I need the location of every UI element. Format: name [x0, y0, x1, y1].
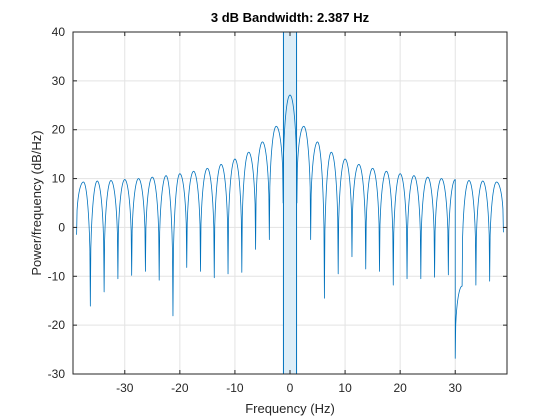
chart-title: 3 dB Bandwidth: 2.387 Hz [211, 10, 370, 25]
y-tick-label: 10 [52, 172, 66, 186]
x-tick-label: -30 [116, 381, 134, 395]
x-tick-label: 0 [287, 381, 294, 395]
y-tick-label: 0 [58, 220, 65, 234]
y-tick-label: -20 [48, 318, 66, 332]
bandwidth-region [282, 32, 298, 374]
series [76, 94, 504, 359]
x-tick-label: 20 [393, 381, 407, 395]
x-tick-label: -10 [226, 381, 244, 395]
spectrum-line [76, 94, 504, 359]
axis-ticks: -30 -20 -10 0 10 20 30 -30 -20 -10 0 10 20 30 40 [48, 25, 507, 395]
y-tick-label: -30 [48, 367, 66, 381]
bandwidth-shade [283, 32, 297, 374]
y-tick-label: 30 [52, 74, 66, 88]
x-tick-label: 10 [338, 381, 352, 395]
plot-area: -30 -20 -10 0 10 20 30 -30 -20 -10 0 10 20 30 40 [48, 25, 508, 395]
y-tick-label: 40 [52, 25, 66, 39]
y-tick-label: 20 [52, 123, 66, 137]
x-axis-label: Frequency (Hz) [245, 401, 335, 416]
x-tick-label: 30 [449, 381, 463, 395]
y-tick-label: -10 [48, 269, 66, 283]
x-tick-label: -20 [171, 381, 189, 395]
y-axis-label: Power/frequency (dB/Hz) [29, 130, 44, 275]
